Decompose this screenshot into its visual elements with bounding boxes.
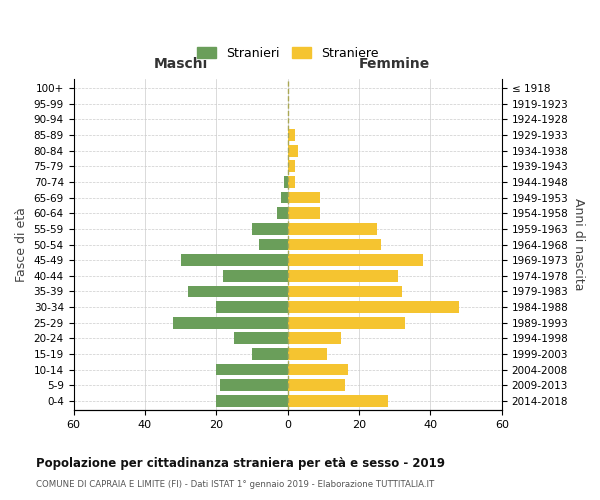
Bar <box>287 332 341 344</box>
Bar <box>287 129 295 141</box>
Bar <box>217 395 287 407</box>
Legend: Stranieri, Straniere: Stranieri, Straniere <box>192 42 383 65</box>
Bar <box>277 208 287 219</box>
Bar <box>259 238 287 250</box>
Bar <box>287 254 424 266</box>
Bar <box>287 160 295 172</box>
Bar <box>181 254 287 266</box>
Text: COMUNE DI CAPRAIA E LIMITE (FI) - Dati ISTAT 1° gennaio 2019 - Elaborazione TUTT: COMUNE DI CAPRAIA E LIMITE (FI) - Dati I… <box>36 480 434 489</box>
Bar <box>252 348 287 360</box>
Bar <box>287 348 327 360</box>
Bar <box>284 176 287 188</box>
Bar <box>223 270 287 281</box>
Bar <box>252 223 287 235</box>
Bar <box>234 332 287 344</box>
Bar <box>287 176 295 188</box>
Y-axis label: Anni di nascita: Anni di nascita <box>572 198 585 291</box>
Bar <box>287 395 388 407</box>
Bar <box>287 238 380 250</box>
Bar <box>287 192 320 203</box>
Bar <box>287 317 406 328</box>
Bar <box>281 192 287 203</box>
Bar <box>287 364 349 376</box>
Bar <box>217 364 287 376</box>
Bar <box>220 380 287 391</box>
Text: Popolazione per cittadinanza straniera per età e sesso - 2019: Popolazione per cittadinanza straniera p… <box>36 458 445 470</box>
Bar <box>287 208 320 219</box>
Text: Femmine: Femmine <box>359 57 430 71</box>
Text: Maschi: Maschi <box>154 57 208 71</box>
Bar <box>287 301 459 313</box>
Bar <box>287 270 398 281</box>
Bar <box>287 223 377 235</box>
Bar <box>287 145 298 156</box>
Y-axis label: Fasce di età: Fasce di età <box>15 207 28 282</box>
Bar <box>173 317 287 328</box>
Bar <box>188 286 287 298</box>
Bar <box>287 286 402 298</box>
Bar <box>217 301 287 313</box>
Bar <box>287 380 345 391</box>
